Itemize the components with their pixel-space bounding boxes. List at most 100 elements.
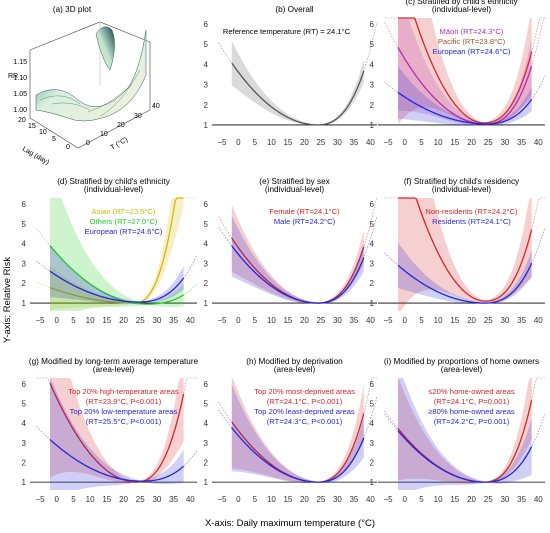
- lag-tick: 5: [52, 136, 56, 143]
- x-tick-label: 25: [136, 316, 145, 325]
- confidence-band: [50, 245, 184, 304]
- lag-tick: 10: [39, 129, 47, 136]
- confidence-band: [398, 18, 532, 126]
- y-tick-label: 1: [22, 478, 27, 487]
- chart-panel: 1 2 3 4 5 6 −5 0 5 10 15 20 25 30 35 40 (c) Stratified b…: [370, 0, 546, 147]
- y-tick-label: 4: [204, 419, 209, 428]
- y-tick-label: 4: [22, 240, 27, 249]
- surface-mesh: [39, 69, 141, 117]
- series-line: [49, 197, 184, 304]
- x-tick-label: 0: [236, 495, 241, 504]
- lag-axis-label: Lag (day): [21, 146, 50, 167]
- series-line: [49, 270, 185, 303]
- annotation-text: Top 20% high-temperature areas: [68, 387, 179, 396]
- x-tick-label: 20: [119, 495, 128, 504]
- y-tick-label: 5: [204, 220, 209, 229]
- panel-title: (b) Overall: [275, 5, 313, 14]
- x-tick-label: 5: [71, 316, 76, 325]
- temp-tick: 40: [152, 103, 160, 110]
- y-tick-label: 2: [370, 101, 375, 110]
- series-line: [231, 245, 365, 304]
- annotation-text: (RT=24.1°C, P=0.001): [434, 397, 510, 406]
- panel-title: (c) Stratified by child's ethnicity: [405, 0, 518, 6]
- annotation-text: European (RT=24.6°C): [85, 227, 163, 236]
- series-line: [49, 245, 184, 305]
- chart-panel: 1 2 3 4 5 6 −5 0 5 10 15 20 25 30 35 40 (g) Modified by …: [22, 357, 199, 504]
- x-tick-label: 20: [300, 495, 309, 504]
- chart-panel: 1 2 3 4 5 6 −5 0 5 10 15 20 25 30 35 40 (d) Stratified b…: [22, 177, 198, 325]
- x-tick-label: −5: [383, 138, 393, 147]
- y-tick-label: 5: [22, 220, 27, 229]
- temp-tick: 10: [100, 131, 108, 138]
- annotation-text: ≥80% home-owned areas: [428, 407, 515, 416]
- annotation-text: Pacific (RT=23.8°C): [438, 37, 506, 46]
- x-tick-label: 20: [300, 316, 309, 325]
- x-tick-label: 5: [419, 495, 424, 504]
- annotation-text: Male (RT=24.2°C): [274, 217, 336, 226]
- panel-title: (d) Stratified by child's ethnicity: [57, 177, 171, 186]
- y-tick-label: 1: [204, 478, 209, 487]
- rr-tick: 1.05: [13, 91, 27, 98]
- x-tick-label: 35: [349, 138, 358, 147]
- series-line: [397, 47, 533, 125]
- y-tick-label: 2: [22, 279, 27, 288]
- x-tick-label: 40: [534, 138, 543, 147]
- panel-subtitle: (area-level): [441, 365, 483, 374]
- y-tick-label: 3: [370, 81, 375, 90]
- series-line: [231, 62, 365, 126]
- x-tick-label: 5: [253, 316, 258, 325]
- confidence-band: [398, 18, 532, 125]
- x-tick-label: 40: [366, 316, 375, 325]
- confidence-band: [231, 378, 364, 484]
- y-tick-label: 1: [204, 121, 209, 130]
- x-tick-label: 30: [500, 138, 509, 147]
- box-top-edges: [29, 21, 151, 51]
- x-tick-label: −5: [217, 316, 227, 325]
- panel-title: (g) Modified by long-term average temper…: [29, 357, 199, 366]
- annotation-text: Māori (RT=24.3°C): [440, 27, 504, 36]
- y-tick-label: 3: [370, 259, 375, 268]
- annotation-text: Non-residents (RT=24.2°C): [425, 207, 518, 216]
- x-tick-label: 40: [366, 495, 375, 504]
- x-tick-label: 5: [71, 495, 76, 504]
- x-tick-label: 30: [333, 138, 342, 147]
- annotation-text: (RT=23.9°C, P<0.001): [86, 397, 162, 406]
- temp-axis-label: T (°C): [109, 135, 129, 151]
- x-tick-label: 5: [253, 138, 258, 147]
- y-tick-label: 4: [370, 240, 375, 249]
- confidence-band: [398, 66, 532, 126]
- x-tick-label: 15: [283, 316, 292, 325]
- confidence-band: [398, 378, 532, 484]
- y-tick-label: 3: [22, 439, 27, 448]
- rr-tick: 1.00: [13, 107, 27, 114]
- x-tick-label: 35: [349, 495, 358, 504]
- panel-subtitle: (individual-level): [84, 185, 143, 194]
- annotation-text: (RT=24.3°C, P<0.001): [267, 417, 343, 426]
- annotation-text: Top 20% most-deprived areas: [254, 387, 355, 396]
- annotation-text: ≤20% home-owned areas: [428, 387, 515, 396]
- x-tick-label: 5: [419, 316, 424, 325]
- x-tick-label: 0: [402, 495, 407, 504]
- y-tick-label: 5: [22, 400, 27, 409]
- x-tick-label: 10: [267, 138, 276, 147]
- y-tick-label: 4: [204, 60, 209, 69]
- y-tick-label: 3: [204, 439, 209, 448]
- y-tick-label: 6: [22, 200, 27, 209]
- y-tick-label: 1: [22, 299, 27, 308]
- x-tick-label: 10: [267, 495, 276, 504]
- x-tick-label: 0: [54, 316, 59, 325]
- panel-title: (i) Modified by proportions of home owne…: [384, 357, 539, 366]
- x-tick-label: 25: [316, 495, 325, 504]
- x-tick-label: 15: [450, 495, 459, 504]
- annotation-text: Others (RT=27.0°C): [90, 217, 158, 226]
- x-tick-label: 40: [366, 138, 375, 147]
- x-tick-label: −5: [217, 138, 227, 147]
- lag-tick: 20: [18, 117, 26, 124]
- confidence-band: [231, 384, 364, 484]
- annotation-text: Top 20% least-deprived areas: [254, 407, 355, 416]
- y-tick-label: 4: [22, 419, 27, 428]
- y-tick-label: 6: [204, 20, 209, 29]
- chart-panel: 1 2 3 4 5 6 −5 0 5 10 15 20 25 30 35 40 (i) Modified by …: [370, 357, 546, 504]
